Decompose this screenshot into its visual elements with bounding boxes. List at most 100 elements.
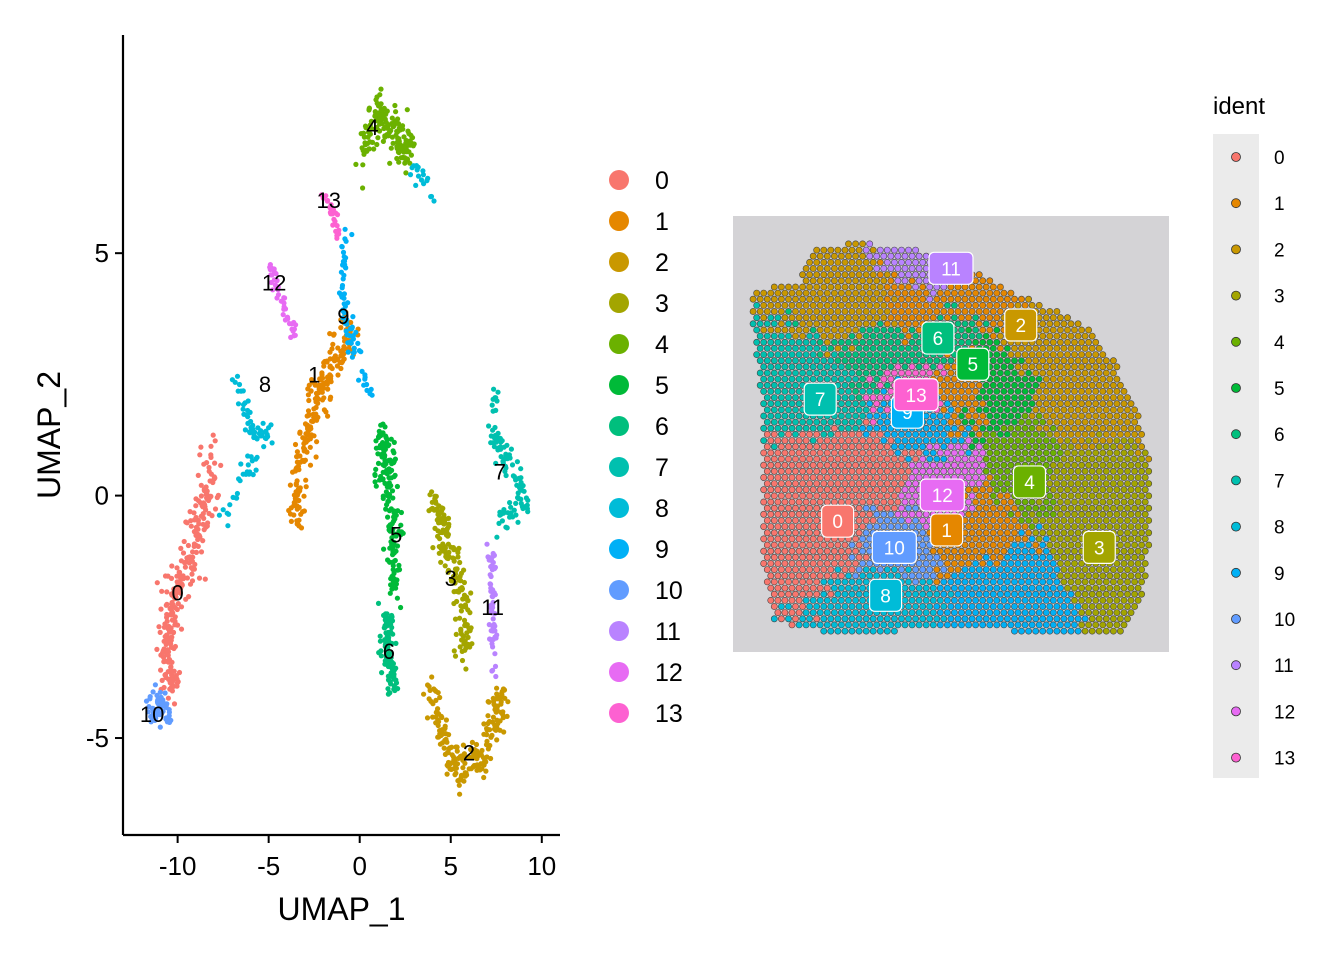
spatial-spot-cluster-2 <box>749 308 757 315</box>
spatial-spot-cluster-3 <box>1110 590 1117 598</box>
spatial-spot-cluster-9 <box>965 572 972 580</box>
umap-point-cluster-3 <box>445 541 451 547</box>
spatial-spot-cluster-2 <box>1081 443 1089 451</box>
spatial-spot-cluster-1 <box>908 314 916 322</box>
spatial-spot-cluster-5 <box>979 387 987 395</box>
spatial-spot-cluster-1 <box>982 529 990 537</box>
spatial-spot-cluster-6 <box>912 332 919 340</box>
spatial-spot-cluster-3 <box>1085 597 1092 604</box>
spatial-spot-cluster-0 <box>792 492 799 500</box>
spatial-spot-cluster-0 <box>799 455 806 463</box>
spatial-spot-cluster-0 <box>767 449 775 457</box>
spatial-spot-cluster-2 <box>1102 357 1110 365</box>
spatial-spot-cluster-8 <box>852 584 859 592</box>
umap-point-cluster-0 <box>190 549 196 555</box>
spatial-spot-cluster-2 <box>820 308 828 315</box>
spatial-spot-cluster-0 <box>845 437 852 444</box>
spatial-spot-cluster-2 <box>1095 406 1103 414</box>
spatial-spot-cluster-1 <box>972 412 979 420</box>
ident-legend-key-3 <box>1231 290 1241 301</box>
spatial-spot-cluster-2 <box>1085 400 1092 408</box>
spatial-spot-cluster-1 <box>1007 498 1015 506</box>
spatial-spot-cluster-0 <box>763 455 771 463</box>
umap-point-cluster-0 <box>163 602 169 608</box>
spatial-spot-cluster-1 <box>915 289 923 297</box>
spatial-spot-cluster-3 <box>1117 541 1124 549</box>
spatial-spot-cluster-0 <box>809 474 817 481</box>
spatial-spot-cluster-10 <box>908 572 916 580</box>
spatial-spot-cluster-9 <box>954 590 962 598</box>
spatial-spot-cluster-8 <box>827 615 835 623</box>
umap-point-cluster-4 <box>390 140 396 146</box>
umap-point-cluster-0 <box>193 549 199 556</box>
ident-legend-key-10 <box>1231 614 1241 624</box>
umap-point-cluster-0 <box>167 686 173 692</box>
spatial-spot-cluster-7 <box>753 351 761 358</box>
spatial-spot-cluster-1 <box>947 430 955 438</box>
spatial-spot-cluster-0 <box>891 480 898 487</box>
spatial-spot-cluster-1 <box>979 510 987 518</box>
spatial-spot-cluster-1 <box>997 541 1004 549</box>
spatial-spot-cluster-9 <box>1014 597 1022 604</box>
spatial-spot-cluster-7 <box>767 338 775 346</box>
spatial-spot-cluster-2 <box>1074 430 1082 438</box>
spatial-spot-cluster-0 <box>887 486 895 494</box>
spatial-spot-cluster-0 <box>855 467 863 475</box>
spatial-spot-cluster-3 <box>1113 461 1121 469</box>
spatial-spot-cluster-0 <box>848 443 856 451</box>
spatial-spot-cluster-9 <box>1004 553 1011 561</box>
spatial-spot-cluster-8 <box>891 615 898 623</box>
spatial-spot-cluster-3 <box>1127 486 1135 494</box>
spatial-spot-cluster-0 <box>770 430 778 438</box>
spatial-spot-cluster-4 <box>1028 523 1036 530</box>
spatial-spot-cluster-0 <box>834 443 842 451</box>
spatial-spot-cluster-3 <box>1141 498 1149 506</box>
spatial-spot-cluster-0 <box>781 572 789 580</box>
umap-point-cluster-1 <box>325 413 331 419</box>
ident-legend-key-13 <box>1231 752 1241 763</box>
spatial-spot-cluster-0 <box>763 430 771 438</box>
umap-point-cluster-1 <box>307 436 313 442</box>
spatial-spot-cluster-3 <box>1071 474 1078 481</box>
spatial-spot-cluster-9 <box>891 430 898 438</box>
spatial-spot-cluster-6 <box>933 357 941 365</box>
spatial-spot-cluster-12 <box>894 510 902 518</box>
spatial-spot-cluster-2 <box>770 295 778 303</box>
spatial-spot-cluster-8 <box>887 621 895 629</box>
spatial-spot-cluster-7 <box>802 363 810 371</box>
spatial-spot-cluster-1 <box>1004 295 1011 303</box>
spatial-spot-cluster-5 <box>989 357 997 365</box>
umap-point-cluster-4 <box>389 134 395 140</box>
spatial-spot-cluster-2 <box>1081 357 1089 365</box>
spatial-spot-cluster-3 <box>1074 492 1082 500</box>
spatial-spot-cluster-9 <box>997 603 1004 610</box>
spatial-spot-cluster-7 <box>795 338 803 346</box>
umap-point-cluster-1 <box>307 444 313 450</box>
spatial-spot-cluster-0 <box>823 461 831 469</box>
spatial-spot-cluster-0 <box>763 480 771 487</box>
spatial-spot-cluster-9 <box>1067 603 1075 610</box>
umap-point-cluster-1 <box>313 399 319 405</box>
spatial-spot-cluster-9 <box>1011 541 1018 549</box>
spatial-spot-cluster-2 <box>855 283 863 291</box>
spatial-spot-cluster-2 <box>1095 357 1103 365</box>
spatial-spot-cluster-2 <box>1053 344 1061 352</box>
spatial-spot-cluster-1 <box>954 406 962 414</box>
spatial-spot-cluster-1 <box>954 430 962 438</box>
spatial-spot-cluster-8 <box>848 590 856 598</box>
spatial-spot-cluster-2 <box>1042 338 1050 346</box>
umap-point-cluster-4 <box>374 94 380 100</box>
spatial-spot-cluster-3 <box>1081 627 1089 635</box>
spatial-spot-cluster-2 <box>1095 381 1103 389</box>
spatial-spot-cluster-2 <box>838 326 845 334</box>
spatial-spot-cluster-0 <box>795 461 803 469</box>
spatial-spot-cluster-2 <box>1049 387 1057 395</box>
spatial-spot-cluster-1 <box>997 553 1004 561</box>
spatial-spot-cluster-6 <box>880 338 888 346</box>
spatial-spot-cluster-4 <box>1014 498 1022 506</box>
spatial-spot-cluster-6 <box>880 351 888 358</box>
spatial-spot-cluster-2 <box>891 295 898 303</box>
spatial-spot-cluster-6 <box>894 338 902 346</box>
spatial-spot-cluster-12 <box>908 486 916 494</box>
spatial-spot-cluster-0 <box>852 498 859 506</box>
